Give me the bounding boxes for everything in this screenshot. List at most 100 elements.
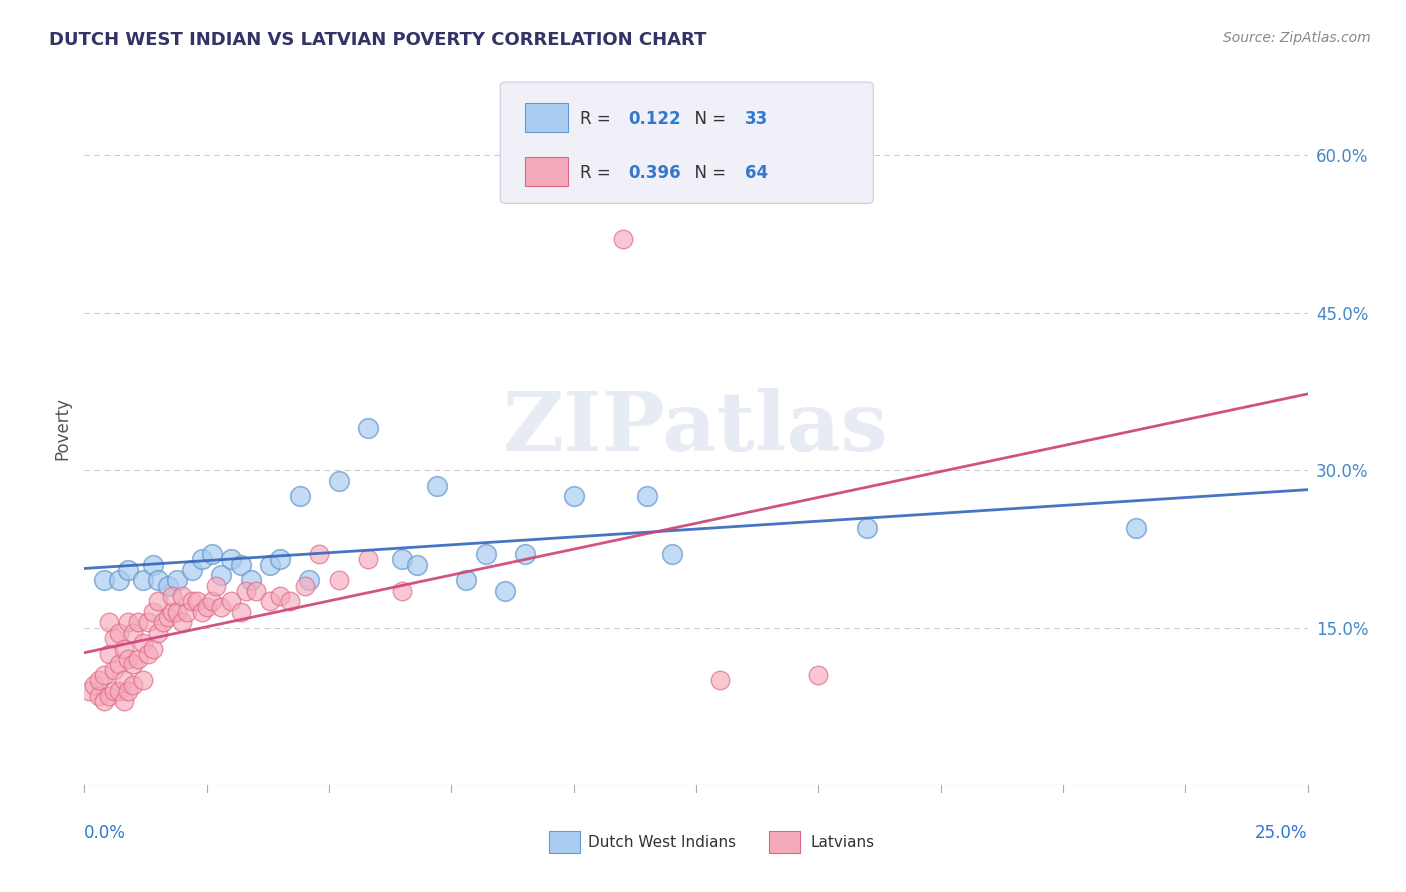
Point [661,547,683,561]
Point [239,574,262,588]
Point [205,578,228,592]
Point [176,605,198,619]
Point [117,563,139,577]
Point [200,547,222,561]
Text: 33: 33 [745,111,768,128]
Text: Source: ZipAtlas.com: Source: ZipAtlas.com [1223,31,1371,45]
FancyBboxPatch shape [524,157,568,186]
Point [219,594,242,608]
Point [97,647,120,661]
Point [219,552,242,566]
Point [97,615,120,630]
Point [612,232,634,246]
Point [103,663,125,677]
Point [146,574,169,588]
Point [269,552,291,566]
Point [391,552,413,566]
Point [132,574,155,588]
Text: R =: R = [579,111,616,128]
Point [142,605,165,619]
Text: N =: N = [683,111,731,128]
Point [107,683,129,698]
Point [172,615,194,630]
Point [259,594,281,608]
Point [127,652,149,666]
Point [166,574,188,588]
Point [103,683,125,698]
Point [83,678,105,692]
Point [474,547,496,561]
Point [259,558,281,572]
Text: DUTCH WEST INDIAN VS LATVIAN POVERTY CORRELATION CHART: DUTCH WEST INDIAN VS LATVIAN POVERTY COR… [49,31,707,49]
Point [132,636,155,650]
Point [117,683,139,698]
Point [494,583,516,598]
Point [112,641,135,656]
Point [807,667,830,681]
Point [172,589,194,603]
Point [122,657,145,672]
Point [454,574,477,588]
Point [357,552,380,566]
Point [709,673,731,687]
Point [122,678,145,692]
Point [1125,521,1147,535]
Point [562,489,585,503]
Point [146,625,169,640]
Point [127,615,149,630]
Point [294,578,316,592]
Point [181,563,204,577]
Point [97,689,120,703]
Text: 0.0%: 0.0% [84,824,127,842]
Point [112,673,135,687]
Point [191,552,214,566]
Point [107,657,129,672]
Point [269,589,291,603]
Point [181,594,204,608]
Text: 64: 64 [745,164,768,182]
Point [142,641,165,656]
Point [186,594,208,608]
Point [103,631,125,645]
Text: ZIPatlas: ZIPatlas [503,388,889,468]
Text: R =: R = [579,164,616,182]
Point [93,694,115,708]
Y-axis label: Poverty: Poverty [53,397,72,459]
Point [87,689,110,703]
Point [132,673,155,687]
Point [229,558,252,572]
Point [278,594,301,608]
Point [357,421,380,435]
FancyBboxPatch shape [769,831,800,853]
Text: 0.396: 0.396 [628,164,682,182]
Point [107,574,129,588]
Point [136,647,159,661]
Text: Latvians: Latvians [811,835,875,849]
Point [229,605,252,619]
Point [636,489,658,503]
Point [209,599,232,614]
Point [856,521,879,535]
Point [195,599,218,614]
Point [87,673,110,687]
Text: 0.122: 0.122 [628,111,682,128]
Point [200,594,222,608]
Point [235,583,257,598]
Point [513,547,536,561]
Point [328,574,350,588]
Text: N =: N = [683,164,731,182]
Point [245,583,267,598]
Point [308,547,330,561]
Point [93,574,115,588]
Point [162,589,184,603]
Point [117,652,139,666]
Text: Dutch West Indians: Dutch West Indians [588,835,737,849]
Point [93,667,115,681]
Point [209,568,232,582]
Point [152,615,174,630]
Point [107,625,129,640]
Point [162,605,184,619]
Point [156,610,179,624]
FancyBboxPatch shape [501,82,873,203]
Point [191,605,214,619]
